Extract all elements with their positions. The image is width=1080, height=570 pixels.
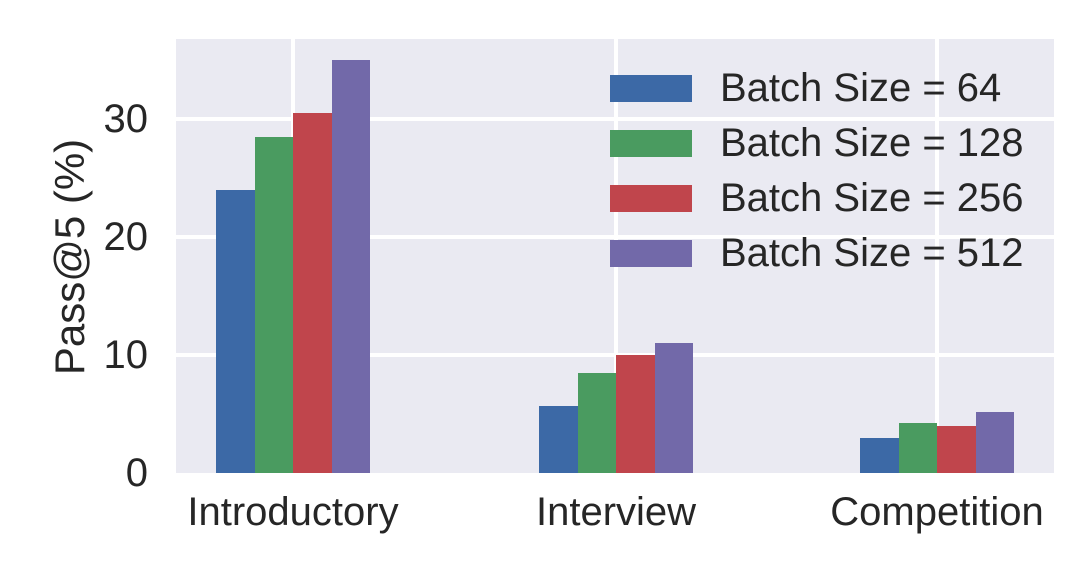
bar-competition-series1 — [898, 423, 937, 473]
legend: Batch Size = 64 Batch Size = 128 Batch Siz… — [610, 61, 1024, 281]
x-tick-competition: Competition — [830, 490, 1044, 534]
legend-swatch-icon — [610, 130, 692, 157]
legend-swatch-icon — [610, 240, 692, 267]
bar-interview-series0 — [539, 405, 578, 473]
x-tick-interview: Interview — [535, 490, 697, 534]
legend-row-1: Batch Size = 128 — [610, 116, 1024, 171]
bar-introductory-series0 — [216, 189, 255, 473]
bar-interview-series2 — [616, 355, 655, 473]
bar-competition-series2 — [937, 425, 976, 473]
y-tick-0: 0 — [125, 451, 148, 495]
y-tick-20: 20 — [103, 215, 149, 259]
gridline-x-2 — [935, 39, 939, 473]
y-tick-30: 30 — [103, 97, 149, 141]
legend-swatch-icon — [610, 185, 692, 212]
legend-label: Batch Size = 128 — [720, 121, 1024, 165]
legend-label: Batch Size = 256 — [720, 176, 1024, 220]
x-tick-introductory: Introductory — [187, 490, 399, 534]
legend-row-2: Batch Size = 256 — [610, 171, 1024, 226]
legend-swatch-icon — [610, 75, 692, 102]
bar-interview-series1 — [577, 372, 616, 473]
bar-interview-series3 — [654, 343, 693, 473]
legend-row-0: Batch Size = 64 — [610, 61, 1024, 116]
legend-row-3: Batch Size = 512 — [610, 226, 1024, 281]
legend-label: Batch Size = 64 — [720, 66, 1002, 110]
bar-introductory-series3 — [331, 60, 370, 473]
y-tick-10: 10 — [103, 333, 149, 377]
bar-competition-series3 — [975, 411, 1014, 473]
bar-introductory-series2 — [293, 113, 332, 473]
plot-area — [176, 39, 1054, 473]
bar-introductory-series1 — [254, 136, 293, 473]
legend-label: Batch Size = 512 — [720, 231, 1024, 275]
bar-competition-series0 — [860, 437, 899, 473]
